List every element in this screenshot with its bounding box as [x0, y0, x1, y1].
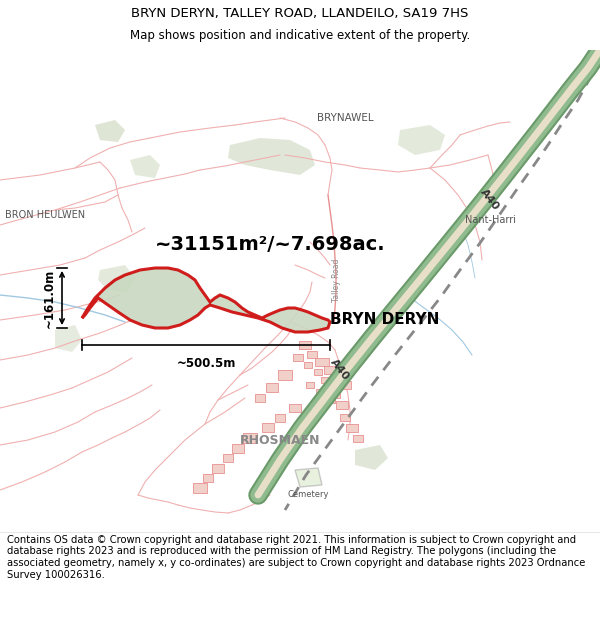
Bar [193, 483, 207, 493]
Bar [339, 381, 351, 389]
Bar [321, 377, 329, 383]
Bar [293, 354, 303, 361]
Text: Map shows position and indicative extent of the property.: Map shows position and indicative extent… [130, 29, 470, 42]
Bar [307, 351, 317, 359]
Bar [223, 454, 233, 462]
Bar [278, 370, 292, 380]
Bar [336, 401, 348, 409]
Polygon shape [228, 138, 315, 175]
Bar [266, 384, 278, 392]
Text: Cemetery: Cemetery [287, 490, 329, 499]
Bar [203, 474, 213, 482]
Polygon shape [295, 468, 322, 487]
Text: BRYN DERYN: BRYN DERYN [330, 312, 439, 328]
Bar [289, 404, 301, 412]
Bar [314, 369, 322, 375]
Bar [346, 424, 358, 432]
Text: A40: A40 [479, 188, 502, 213]
Bar [306, 382, 314, 388]
Bar [243, 433, 257, 443]
Polygon shape [130, 155, 160, 178]
Bar [232, 444, 244, 452]
Polygon shape [98, 265, 135, 292]
Bar [304, 362, 312, 368]
Bar [353, 434, 363, 441]
Text: ~500.5m: ~500.5m [176, 357, 236, 370]
Text: Contains OS data © Crown copyright and database right 2021. This information is : Contains OS data © Crown copyright and d… [7, 535, 586, 579]
Text: Nant-Harri: Nant-Harri [464, 215, 515, 225]
Text: ~161.0m: ~161.0m [43, 268, 56, 328]
Bar [255, 394, 265, 402]
Text: RHOSMAEN: RHOSMAEN [240, 434, 320, 446]
Polygon shape [55, 325, 82, 352]
Bar [275, 414, 285, 422]
Polygon shape [355, 445, 388, 470]
Bar [340, 414, 350, 421]
Bar [299, 341, 311, 349]
Bar [330, 391, 340, 399]
Text: A40: A40 [329, 357, 352, 382]
Bar [333, 374, 343, 381]
Bar [316, 389, 324, 395]
Text: BRYN DERYN, TALLEY ROAD, LLANDEILO, SA19 7HS: BRYN DERYN, TALLEY ROAD, LLANDEILO, SA19… [131, 8, 469, 21]
Bar [315, 358, 329, 366]
Polygon shape [95, 120, 125, 142]
Polygon shape [82, 268, 330, 332]
Polygon shape [398, 125, 445, 155]
Bar [324, 366, 336, 374]
Bar [262, 424, 274, 432]
Text: Talley Road: Talley Road [332, 258, 341, 302]
Text: BRON HEULWEN: BRON HEULWEN [5, 210, 85, 220]
Bar [212, 464, 224, 472]
Text: BRYNAWEL: BRYNAWEL [317, 113, 373, 123]
Text: ~31151m²/~7.698ac.: ~31151m²/~7.698ac. [155, 236, 386, 254]
Bar [325, 396, 335, 404]
